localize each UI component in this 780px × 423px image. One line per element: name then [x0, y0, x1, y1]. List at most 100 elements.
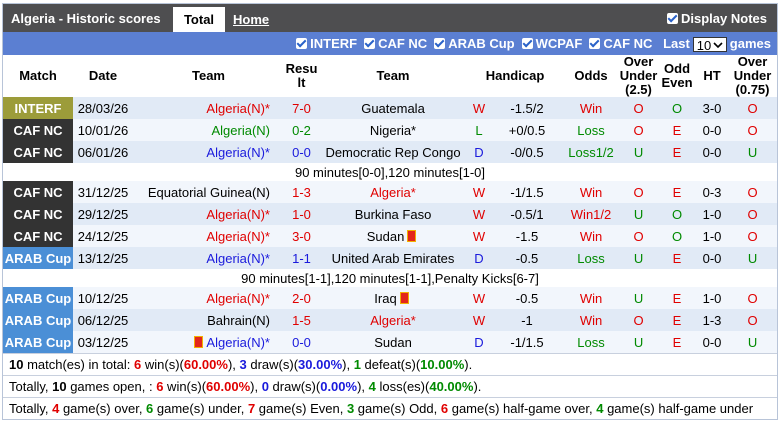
- checkbox[interactable]: [364, 38, 376, 49]
- summary-text: game(s) Even,: [255, 401, 347, 416]
- select-value: 10: [696, 38, 712, 54]
- filter[interactable]: CAF NC: [364, 36, 427, 51]
- red-card-icon: [399, 291, 409, 304]
- note: 90 minutes[1-1],120 minutes[1-1],Penalty…: [3, 269, 778, 287]
- over-under: O: [633, 228, 644, 244]
- competition: INTERF: [3, 97, 73, 119]
- odds: Loss: [577, 334, 605, 350]
- column-header: Team: [133, 55, 284, 97]
- over-under: O: [633, 100, 644, 116]
- result: W: [472, 312, 486, 328]
- summary-text: draw(s)(: [246, 357, 299, 372]
- half-time: 1-0: [702, 290, 722, 306]
- handicap: -0.5/1: [510, 206, 544, 222]
- date: 10/12/25: [77, 290, 129, 306]
- match-row: INTERF 28/03/26 Algeria(N)* 7-0 Guatemala W -1…: [3, 97, 778, 119]
- summary-text: 4: [368, 379, 376, 394]
- result: W: [472, 206, 486, 222]
- summary-text: 0: [261, 379, 269, 394]
- filter-list: INTERF CAF NC ARAB Cup WCPAF CAF NC: [289, 36, 652, 51]
- score: 1-3: [292, 184, 311, 200]
- header-row: Match Date Team Result Team Handicap Odds Over …: [3, 54, 778, 97]
- match-row: CAF NC 06/01/26 Algeria(N)* 0-0 Democratic R…: [3, 141, 778, 163]
- handicap: -1: [521, 312, 533, 328]
- last-label: Last: [663, 36, 690, 51]
- over-under-half: U: [747, 144, 758, 160]
- over-under-half: O: [747, 184, 758, 200]
- home-team: Algeria(N)*: [206, 144, 270, 160]
- summary-text: 40.00%: [429, 379, 474, 394]
- checkbox[interactable]: [589, 38, 601, 49]
- odds: Win: [579, 312, 603, 328]
- half-time: 1-0: [702, 228, 722, 244]
- home-team: Algeria(N): [211, 122, 270, 138]
- summary-text: 6: [134, 357, 142, 372]
- title: Algeria - Historic scores: [11, 11, 161, 26]
- column-header: Over Under (2.5): [619, 54, 659, 97]
- summary-line: Totally, 4 game(s) over, 6 game(s) under…: [3, 397, 777, 419]
- home-team: Algeria(N)*: [206, 206, 270, 222]
- filter[interactable]: INTERF: [296, 36, 357, 51]
- summary: 10 match(es) in total: 6 win(s)(60.00%),…: [3, 353, 777, 419]
- odds: Win: [579, 184, 603, 200]
- summary-text: ).: [464, 357, 473, 372]
- odd-even: E: [672, 184, 682, 200]
- display-notes[interactable]: Display Notes: [667, 11, 767, 26]
- result: D: [474, 334, 484, 350]
- summary-text: win(s)(: [163, 379, 207, 394]
- over-under-half: O: [747, 206, 758, 222]
- summary-text: win(s)(: [141, 357, 184, 372]
- result: D: [474, 250, 484, 266]
- half-time: 0-0: [702, 334, 722, 350]
- odds: Win: [579, 290, 603, 306]
- home-team: Algeria(N)*: [206, 250, 270, 266]
- checkbox[interactable]: [434, 38, 446, 49]
- over-under-half: O: [747, 100, 758, 116]
- score: 0-2: [292, 122, 311, 138]
- handicap: -0.5: [515, 250, 539, 266]
- title-bar: Algeria - Historic scores Total Home Dis…: [3, 4, 777, 32]
- tab[interactable]: Home: [233, 12, 270, 27]
- away-team: United Arab Emirates: [331, 250, 455, 266]
- score: 3-0: [292, 228, 311, 244]
- away-team: Sudan: [319, 225, 467, 247]
- over-under: O: [633, 184, 644, 200]
- away-team: Nigeria*: [369, 122, 417, 138]
- column-header: HT: [696, 55, 729, 97]
- home-team: Algeria(N)*: [133, 331, 284, 353]
- select[interactable]: 10: [692, 37, 727, 54]
- filter[interactable]: ARAB Cup: [434, 36, 515, 51]
- handicap: -1.5: [515, 228, 539, 244]
- summary-text: game(s) under,: [153, 401, 248, 416]
- checkbox[interactable]: [296, 38, 308, 49]
- handicap: -0/0.5: [510, 144, 544, 160]
- select-arrow: [713, 42, 723, 49]
- date: 31/12/25: [77, 184, 129, 200]
- result: W: [472, 184, 486, 200]
- filter[interactable]: WCPAF: [521, 36, 583, 51]
- filter-label: WCPAF: [535, 36, 583, 51]
- over-under-half: U: [747, 250, 758, 266]
- summary-text: 4: [596, 401, 604, 416]
- checkbox[interactable]: [521, 38, 533, 49]
- odds: Win: [579, 100, 603, 116]
- column-header: Handicap: [467, 55, 564, 97]
- over-under: U: [633, 144, 644, 160]
- match-row: CAF NC 29/12/25 Algeria(N)* 1-0 Burkina Faso…: [3, 203, 778, 225]
- summary-text: defeat(s)(: [360, 357, 421, 372]
- odd-even: O: [671, 206, 683, 222]
- over-under-half: U: [747, 334, 758, 350]
- tab[interactable]: Total: [173, 7, 225, 32]
- summary-text: 30.00%: [298, 357, 343, 372]
- odds: Win: [579, 228, 603, 244]
- summary-text: 4: [52, 401, 60, 416]
- red-card-icon: [407, 229, 417, 242]
- title-text: - Historic scores: [55, 11, 161, 26]
- away-team: Iraq: [319, 287, 467, 309]
- checkbox[interactable]: [667, 13, 679, 24]
- over-under-half: O: [747, 228, 758, 244]
- filter[interactable]: CAF NC: [589, 36, 652, 51]
- home-team: Equatorial Guinea(N): [147, 184, 270, 200]
- over-under: O: [633, 122, 644, 138]
- date: 29/12/25: [77, 206, 129, 222]
